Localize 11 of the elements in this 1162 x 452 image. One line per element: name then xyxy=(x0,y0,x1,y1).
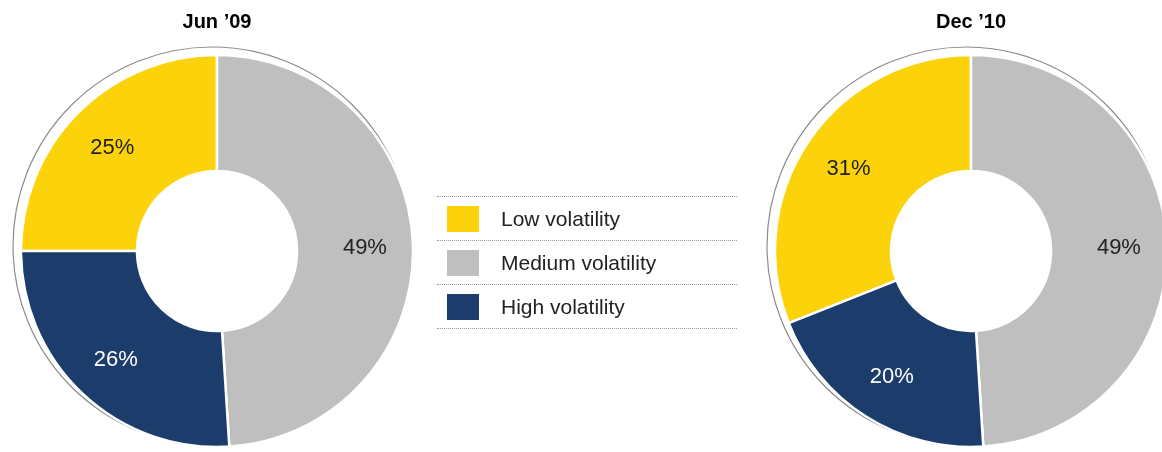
legend-label: Low volatility xyxy=(501,206,621,231)
legend-label: Medium volatility xyxy=(501,250,657,275)
slice-label: Jun ’09 xyxy=(181,10,253,33)
data-label: 20% xyxy=(869,363,914,389)
data-label: 49% xyxy=(342,233,387,259)
data-label: 25% xyxy=(90,133,135,159)
legend-label: High volatility xyxy=(501,294,625,319)
data-label: 26% xyxy=(93,346,138,372)
data-label: 31% xyxy=(826,155,871,181)
data-label: 49% xyxy=(1096,233,1141,259)
slice-label: Dec ’10 xyxy=(934,10,1008,33)
